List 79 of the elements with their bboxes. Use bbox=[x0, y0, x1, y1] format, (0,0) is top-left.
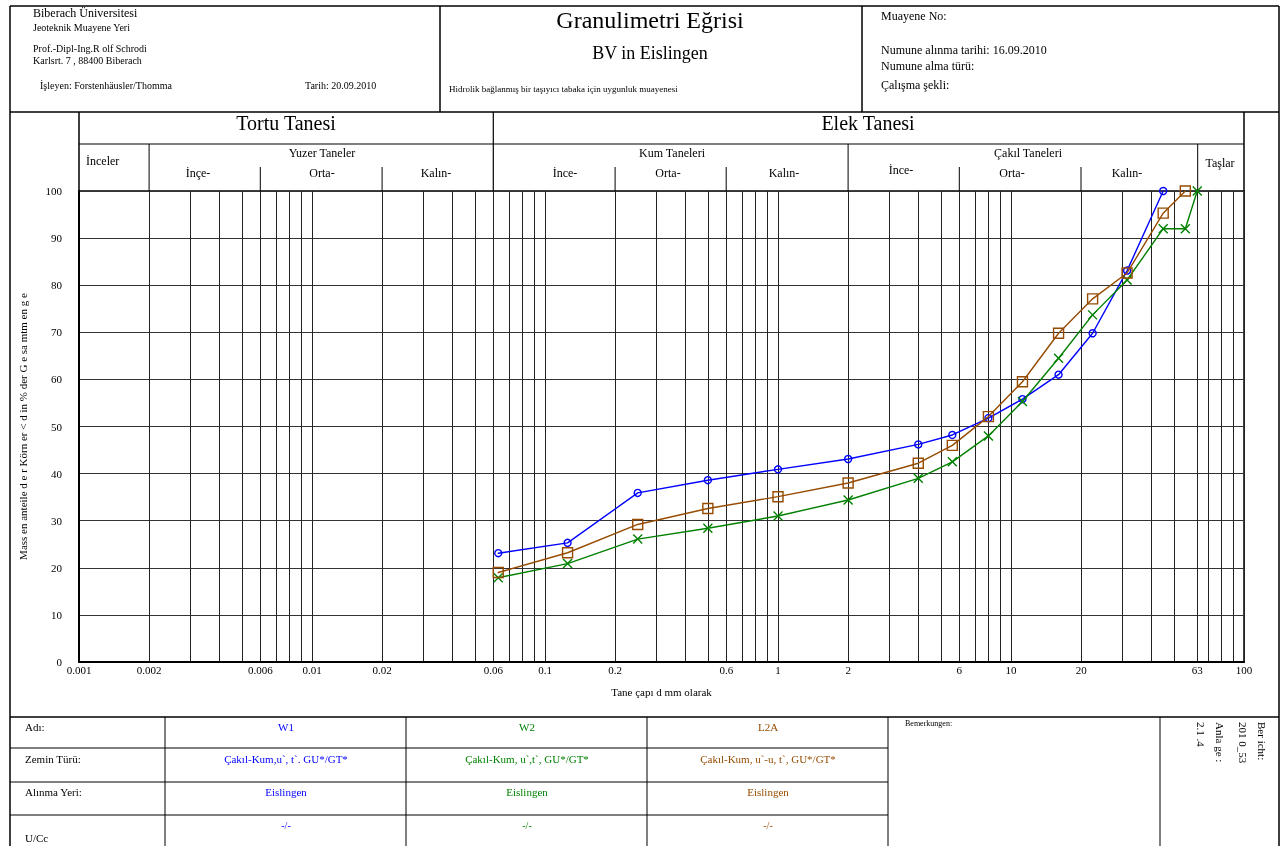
x-tick-label: 1 bbox=[775, 663, 781, 676]
y-tick-label: 60 bbox=[51, 373, 63, 386]
text: Elek Tanesi bbox=[821, 112, 916, 134]
text: Yuzer Taneler bbox=[288, 146, 356, 160]
x-tick-label: 20 bbox=[1075, 663, 1088, 676]
x-tick-label: 0.06 bbox=[483, 663, 504, 676]
text: -/- bbox=[281, 819, 291, 831]
y-tick-label: 40 bbox=[51, 467, 63, 480]
text: Tarih: 20.09.2010 bbox=[305, 79, 377, 91]
text: Taşlar bbox=[1205, 156, 1235, 170]
text: Orta- bbox=[999, 166, 1025, 180]
x-axis-title: Tane çapı d mm olarak bbox=[611, 685, 713, 698]
text: İnceler bbox=[86, 154, 120, 168]
y-tick-label: 100 bbox=[45, 185, 63, 197]
text: W1 bbox=[278, 721, 294, 733]
x-tick-label: 2 bbox=[845, 663, 851, 676]
text: Orta- bbox=[655, 166, 681, 180]
text: Bemerkungen: bbox=[905, 718, 953, 728]
x-tick-label: 0.006 bbox=[247, 663, 274, 676]
text: 201 0_53 bbox=[1237, 722, 1249, 764]
text: L2A bbox=[757, 721, 779, 733]
x-tick-label: 100 bbox=[1235, 663, 1253, 676]
y-tick-label: 10 bbox=[51, 608, 63, 621]
text: -/- bbox=[763, 819, 773, 831]
text: Çakıl-Kum, u`,t`, GU*/GT* bbox=[465, 753, 589, 765]
chart-subtitle: BV in Eislingen bbox=[592, 43, 708, 63]
text: -/- bbox=[522, 819, 532, 831]
text: Çakıl-Kum,u`, t`. GU*/GT* bbox=[224, 753, 348, 765]
text: 2.1 .4 bbox=[1195, 722, 1207, 748]
text: Prof.-Dipl-Ing.R olf Schrodi bbox=[33, 42, 148, 54]
text: Hidrolik bağlanmış bir taşıyıcı tabaka için uygunluk muayenesi bbox=[449, 84, 679, 94]
x-tick-label: 0.1 bbox=[538, 663, 552, 676]
y-tick-label: 70 bbox=[51, 326, 63, 339]
x-tick-label: 10 bbox=[1005, 663, 1017, 676]
text: İnce- bbox=[888, 163, 914, 177]
y-tick-label: 50 bbox=[51, 420, 63, 433]
text: Biberach Üniversitesi bbox=[33, 6, 138, 20]
text: Tortu Tanesi bbox=[236, 112, 337, 134]
text: Numune alma türü: bbox=[881, 59, 975, 73]
text: Jeoteknik Muayene Yeri bbox=[33, 21, 131, 33]
text: Çalışma şekli: bbox=[881, 78, 950, 92]
y-tick-label: 20 bbox=[51, 561, 63, 574]
text: Eislingen bbox=[747, 786, 790, 798]
text: Adı: bbox=[25, 721, 45, 733]
text: Orta- bbox=[309, 166, 335, 180]
text: Kalın- bbox=[768, 166, 800, 180]
text: U/Cc bbox=[25, 832, 49, 844]
text: İşleyen: Forstenhäusler/Thomma bbox=[40, 79, 173, 91]
text: Eislingen bbox=[506, 786, 549, 798]
text: İnce- bbox=[552, 166, 578, 180]
x-tick-label: 0.01 bbox=[302, 663, 322, 676]
text: Alınma Yeri: bbox=[25, 786, 82, 798]
x-tick-label: 0.001 bbox=[66, 663, 92, 676]
text: Zemin Türü: bbox=[25, 753, 81, 765]
text: Kalın- bbox=[420, 166, 452, 180]
text: Muayene No: bbox=[881, 9, 947, 23]
y-tick-label: 80 bbox=[51, 279, 63, 292]
x-tick-label: 0.002 bbox=[136, 663, 162, 676]
y-axis-title: Mass en anteile d e r Körn er < d in % der G e sa mtm en g e bbox=[16, 293, 29, 560]
y-tick-label: 30 bbox=[51, 514, 63, 527]
x-tick-label: 0.2 bbox=[608, 663, 623, 676]
x-tick-label: 0.02 bbox=[372, 663, 392, 676]
text: Kalın- bbox=[1111, 166, 1143, 180]
text: W2 bbox=[519, 721, 535, 733]
x-tick-label: 63 bbox=[1191, 663, 1204, 676]
x-tick-label: 6 bbox=[956, 663, 963, 676]
text: Numune alınma tarihi: 16.09.2010 bbox=[881, 43, 1047, 57]
text: İnçe- bbox=[185, 166, 211, 180]
text: Karlsrt. 7 , 88400 Biberach bbox=[33, 54, 142, 66]
text: Kum Taneleri bbox=[639, 146, 706, 160]
text: Eislingen bbox=[265, 786, 308, 798]
text: Çakıl Taneleri bbox=[994, 146, 1063, 160]
y-tick-label: 90 bbox=[51, 232, 63, 245]
x-tick-label: 0.6 bbox=[719, 663, 734, 676]
chart-title: Granulimetri Eğrisi bbox=[556, 7, 744, 33]
text: Çakıl-Kum, u`-u, t`, GU*/GT* bbox=[700, 753, 836, 765]
y-tick-label: 0 bbox=[56, 656, 63, 668]
text: Anla ge : bbox=[1214, 722, 1226, 763]
text: Ber icht: bbox=[1256, 722, 1268, 761]
